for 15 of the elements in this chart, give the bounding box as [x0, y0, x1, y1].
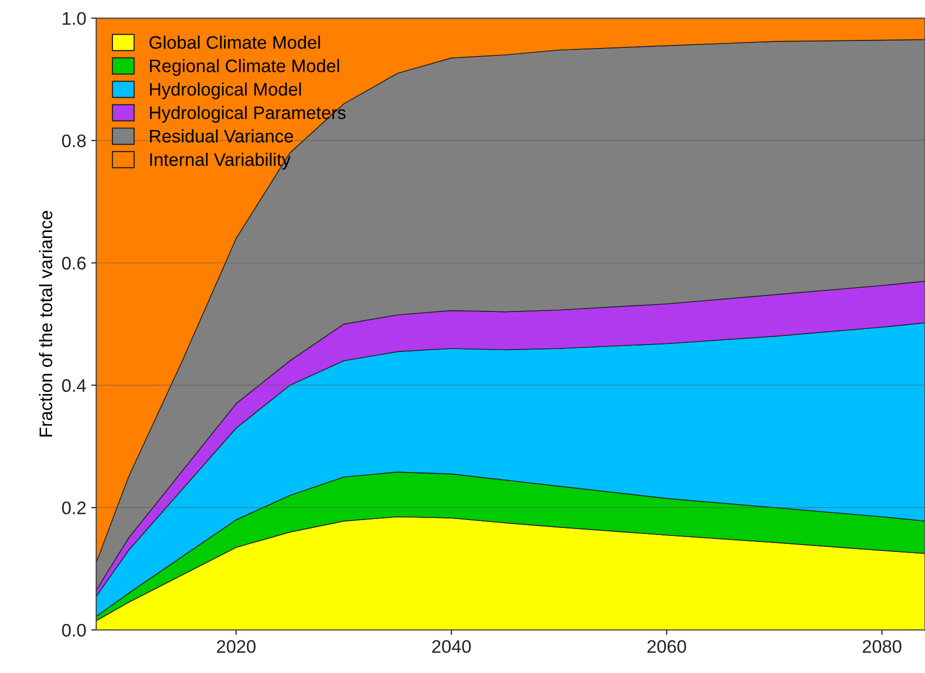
y-tick-label: 0.6 [62, 256, 86, 270]
y-tick-label: 0.0 [62, 624, 86, 637]
legend-label: Regional Climate Model [150, 59, 340, 76]
x-tick-label: 2080 [862, 640, 902, 653]
y-tick-label: 1.0 [62, 12, 86, 25]
y-tick-label: 0.4 [62, 379, 86, 392]
x-tick-label: 2040 [432, 640, 471, 653]
y-axis-title: Fraction of the total variance [38, 210, 52, 436]
legend-label: Global Climate Model [149, 36, 320, 49]
y-tick-label: 0.2 [62, 502, 86, 514]
legend-label: Hydrological Model [150, 82, 301, 100]
x-tick-label: 2020 [216, 640, 256, 653]
x-tick-label: 2060 [648, 640, 686, 653]
y-tick-label: 0.8 [62, 134, 86, 148]
legend-label: Residual Variance [150, 129, 293, 143]
